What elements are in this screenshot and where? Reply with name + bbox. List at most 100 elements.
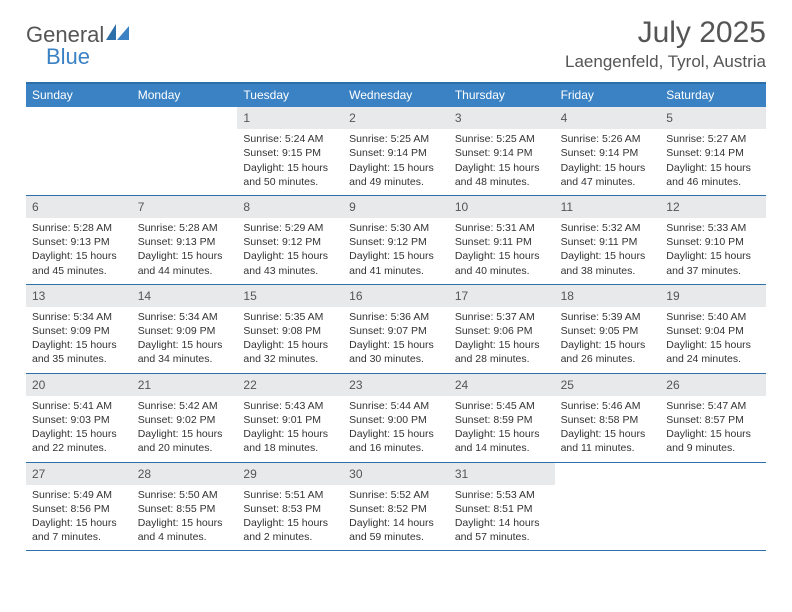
header: General July 2025 Laengenfeld, Tyrol, Au…: [0, 0, 792, 76]
day-cell: 30Sunrise: 5:52 AMSunset: 8:52 PMDayligh…: [343, 463, 449, 551]
sunset-text: Sunset: 9:02 PM: [138, 413, 233, 427]
day-body: Sunrise: 5:25 AMSunset: 9:14 PMDaylight:…: [449, 132, 555, 189]
day-cell: 26Sunrise: 5:47 AMSunset: 8:57 PMDayligh…: [660, 374, 766, 462]
sunrise-text: Sunrise: 5:42 AM: [138, 399, 233, 413]
daylight-text: Daylight: 15 hours and 46 minutes.: [666, 161, 761, 189]
day-cell: 17Sunrise: 5:37 AMSunset: 9:06 PMDayligh…: [449, 285, 555, 373]
day-number: 15: [237, 285, 343, 307]
daylight-text: Daylight: 15 hours and 2 minutes.: [243, 516, 338, 544]
day-cell: .: [132, 107, 238, 195]
day-body: Sunrise: 5:52 AMSunset: 8:52 PMDaylight:…: [343, 488, 449, 545]
day-cell: 1Sunrise: 5:24 AMSunset: 9:15 PMDaylight…: [237, 107, 343, 195]
day-body: Sunrise: 5:53 AMSunset: 8:51 PMDaylight:…: [449, 488, 555, 545]
sunrise-text: Sunrise: 5:32 AM: [561, 221, 656, 235]
sunrise-text: Sunrise: 5:49 AM: [32, 488, 127, 502]
day-cell: 27Sunrise: 5:49 AMSunset: 8:56 PMDayligh…: [26, 463, 132, 551]
sunset-text: Sunset: 8:53 PM: [243, 502, 338, 516]
sunrise-text: Sunrise: 5:30 AM: [349, 221, 444, 235]
day-number: 14: [132, 285, 238, 307]
week-row: ..1Sunrise: 5:24 AMSunset: 9:15 PMDaylig…: [26, 107, 766, 196]
sunset-text: Sunset: 8:52 PM: [349, 502, 444, 516]
day-body: Sunrise: 5:34 AMSunset: 9:09 PMDaylight:…: [132, 310, 238, 367]
day-cell: 29 Sunrise: 5:51 AMSunset: 8:53 PMDayligh…: [237, 463, 343, 551]
daylight-text: Daylight: 15 hours and 26 minutes.: [561, 338, 656, 366]
day-number: 11: [555, 196, 661, 218]
day-number: 13: [26, 285, 132, 307]
day-body: Sunrise: 5:26 AMSunset: 9:14 PMDaylight:…: [555, 132, 661, 189]
daylight-text: Daylight: 15 hours and 9 minutes.: [666, 427, 761, 455]
sunrise-text: Sunrise: 5:29 AM: [243, 221, 338, 235]
sunset-text: Sunset: 9:03 PM: [32, 413, 127, 427]
sunset-text: Sunset: 8:57 PM: [666, 413, 761, 427]
day-cell: 20Sunrise: 5:41 AMSunset: 9:03 PMDayligh…: [26, 374, 132, 462]
sunrise-text: Sunrise: 5:24 AM: [243, 132, 338, 146]
day-number: 7: [132, 196, 238, 218]
day-cell: 18Sunrise: 5:39 AMSunset: 9:05 PMDayligh…: [555, 285, 661, 373]
sunset-text: Sunset: 9:14 PM: [666, 146, 761, 160]
sunrise-text: Sunrise: 5:53 AM: [455, 488, 550, 502]
daylight-text: Daylight: 15 hours and 4 minutes.: [138, 516, 233, 544]
sunset-text: Sunset: 9:14 PM: [455, 146, 550, 160]
week-row: 20Sunrise: 5:41 AMSunset: 9:03 PMDayligh…: [26, 374, 766, 463]
day-number: 18: [555, 285, 661, 307]
sunrise-text: Sunrise: 5:28 AM: [138, 221, 233, 235]
day-number: 8: [237, 196, 343, 218]
weekday-header: Wednesday: [343, 84, 449, 107]
sunset-text: Sunset: 9:12 PM: [243, 235, 338, 249]
logo-text-blue-wrap: Blue: [46, 44, 90, 70]
day-number: 28: [132, 463, 238, 485]
daylight-text: Daylight: 15 hours and 20 minutes.: [138, 427, 233, 455]
sunrise-text: Sunrise: 5:35 AM: [243, 310, 338, 324]
sunset-text: Sunset: 9:04 PM: [666, 324, 761, 338]
day-number: 29: [237, 463, 343, 485]
day-body: Sunrise: 5:33 AMSunset: 9:10 PMDaylight:…: [660, 221, 766, 278]
weekday-header: Thursday: [449, 84, 555, 107]
logo-text-blue: Blue: [46, 44, 90, 69]
sunrise-text: Sunrise: 5:39 AM: [561, 310, 656, 324]
day-cell: 5Sunrise: 5:27 AMSunset: 9:14 PMDaylight…: [660, 107, 766, 195]
day-body: Sunrise: 5:46 AMSunset: 8:58 PMDaylight:…: [555, 399, 661, 456]
sunset-text: Sunset: 9:13 PM: [138, 235, 233, 249]
day-body: Sunrise: 5:51 AMSunset: 8:53 PMDaylight:…: [237, 488, 343, 545]
day-number: 6: [26, 196, 132, 218]
week-row: 27Sunrise: 5:49 AMSunset: 8:56 PMDayligh…: [26, 463, 766, 552]
day-cell: 11Sunrise: 5:32 AMSunset: 9:11 PMDayligh…: [555, 196, 661, 284]
daylight-text: Daylight: 15 hours and 30 minutes.: [349, 338, 444, 366]
day-cell: 19Sunrise: 5:40 AMSunset: 9:04 PMDayligh…: [660, 285, 766, 373]
day-body: Sunrise: 5:42 AMSunset: 9:02 PMDaylight:…: [132, 399, 238, 456]
day-body: Sunrise: 5:28 AMSunset: 9:13 PMDaylight:…: [132, 221, 238, 278]
day-body: Sunrise: 5:28 AMSunset: 9:13 PMDaylight:…: [26, 221, 132, 278]
day-number: 24: [449, 374, 555, 396]
daylight-text: Daylight: 15 hours and 41 minutes.: [349, 249, 444, 277]
daylight-text: Daylight: 15 hours and 7 minutes.: [32, 516, 127, 544]
daylight-text: Daylight: 15 hours and 18 minutes.: [243, 427, 338, 455]
day-body: Sunrise: 5:41 AMSunset: 9:03 PMDaylight:…: [26, 399, 132, 456]
sunset-text: Sunset: 9:14 PM: [561, 146, 656, 160]
day-number: 19: [660, 285, 766, 307]
sunset-text: Sunset: 9:09 PM: [138, 324, 233, 338]
sunset-text: Sunset: 9:06 PM: [455, 324, 550, 338]
day-cell: 14 Sunrise: 5:34 AMSunset: 9:09 PMDayligh…: [132, 285, 238, 373]
day-number: 25: [555, 374, 661, 396]
day-body: Sunrise: 5:37 AMSunset: 9:06 PMDaylight:…: [449, 310, 555, 367]
logo-flag-icon: [106, 24, 132, 47]
sunset-text: Sunset: 9:00 PM: [349, 413, 444, 427]
weekday-header-row: Sunday Monday Tuesday Wednesday Thursday…: [26, 84, 766, 107]
daylight-text: Daylight: 15 hours and 34 minutes.: [138, 338, 233, 366]
sunrise-text: Sunrise: 5:50 AM: [138, 488, 233, 502]
sunset-text: Sunset: 9:12 PM: [349, 235, 444, 249]
sunset-text: Sunset: 9:15 PM: [243, 146, 338, 160]
day-cell: 22Sunrise: 5:43 AMSunset: 9:01 PMDayligh…: [237, 374, 343, 462]
day-cell: 4Sunrise: 5:26 AMSunset: 9:14 PMDaylight…: [555, 107, 661, 195]
day-body: Sunrise: 5:43 AMSunset: 9:01 PMDaylight:…: [237, 399, 343, 456]
sunset-text: Sunset: 9:13 PM: [32, 235, 127, 249]
week-row: 13Sunrise: 5:34 AMSunset: 9:09 PMDayligh…: [26, 285, 766, 374]
daylight-text: Daylight: 15 hours and 38 minutes.: [561, 249, 656, 277]
day-number: 9: [343, 196, 449, 218]
sunrise-text: Sunrise: 5:27 AM: [666, 132, 761, 146]
sunset-text: Sunset: 9:09 PM: [32, 324, 127, 338]
day-body: Sunrise: 5:29 AMSunset: 9:12 PMDaylight:…: [237, 221, 343, 278]
sunrise-text: Sunrise: 5:31 AM: [455, 221, 550, 235]
sunrise-text: Sunrise: 5:36 AM: [349, 310, 444, 324]
sunrise-text: Sunrise: 5:51 AM: [243, 488, 338, 502]
